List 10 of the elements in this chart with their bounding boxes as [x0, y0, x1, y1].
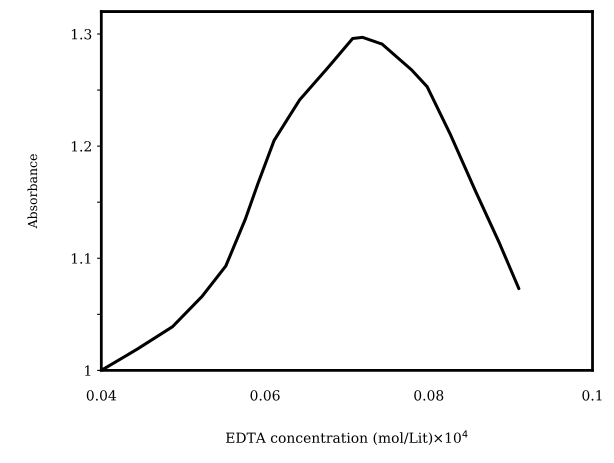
y-axis-title: Absorbance — [28, 154, 38, 228]
x-tick-label: 0.1 — [582, 390, 602, 401]
x-tick-label: 0.08 — [414, 390, 444, 401]
x-axis-title: EDTA concentration (mol/Lit)×10$^{4}$ — [226, 430, 468, 445]
x-tick-label: 0.04 — [86, 390, 116, 401]
y-tick-label: 1.2 — [72, 141, 91, 152]
x-tick-label: 0.06 — [250, 390, 280, 401]
y-tick-label: 1.1 — [72, 253, 90, 264]
y-tick-label: 1.3 — [72, 28, 92, 40]
y-tick-label: 1 — [85, 365, 90, 376]
